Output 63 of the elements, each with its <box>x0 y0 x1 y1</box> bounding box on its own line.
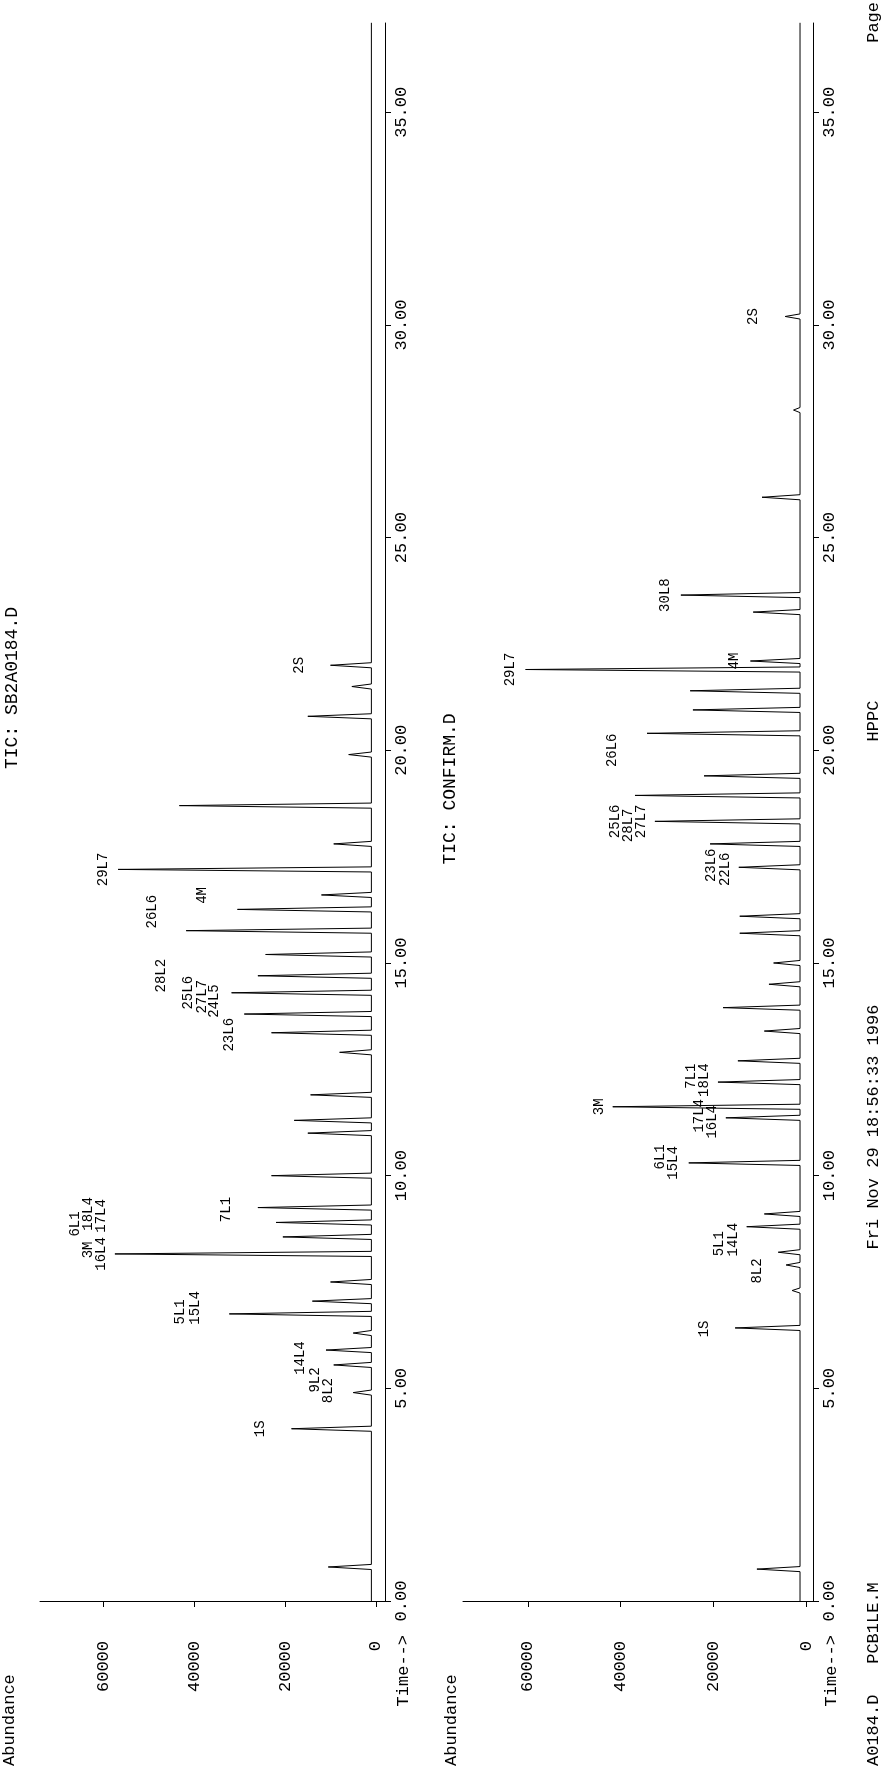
y-tick-label: 5.00 <box>392 1367 411 1409</box>
annotation: 26L6 <box>144 894 161 929</box>
annotation: 22L6 <box>716 852 733 887</box>
text: Fri Nov 29 18:56:33 1996 <box>863 1004 883 1250</box>
y-axis-title: Time--> <box>821 1635 841 1707</box>
annotation: 8L2 <box>320 1377 337 1404</box>
annotation: 8L2 <box>749 1258 766 1284</box>
annotation: 2S <box>290 656 307 674</box>
text: TIC: CONFIRM.D <box>440 713 460 865</box>
annotation: 30L8 <box>656 578 673 612</box>
annotation: 1S <box>696 1320 713 1338</box>
text: HPPC <box>863 700 883 742</box>
y-tick-label: 35.00 <box>392 86 411 138</box>
annotation: 4M <box>726 652 743 670</box>
y-tick-label: 25.00 <box>392 512 411 564</box>
y-tick-label: 35.00 <box>820 86 839 138</box>
y-tick-label: 15.00 <box>820 937 839 989</box>
y-axis-title: Time--> <box>393 1635 413 1707</box>
y-tick-label: 25.00 <box>820 512 839 564</box>
annotation: 3M <box>590 1098 607 1116</box>
annotation: 29L7 <box>95 852 112 887</box>
text: A0184.D <box>863 1694 883 1766</box>
y-tick-label: 20.00 <box>392 724 411 776</box>
text: TIC: SB2A0184.D <box>2 606 22 770</box>
annotation: 23L6 <box>702 848 719 883</box>
x-tick-label: 20000 <box>703 1641 723 1693</box>
annotation: 5L1 <box>172 1299 189 1325</box>
y-tick-label: 30.00 <box>820 299 839 351</box>
y-tick-label: 0.00 <box>392 1580 411 1622</box>
y-tick-label: 10.00 <box>392 1150 411 1202</box>
annotation: 7L1 <box>217 1196 234 1223</box>
text: Page <box>863 2 883 43</box>
annotation: 15L4 <box>187 1291 204 1325</box>
text: Abundance <box>441 1674 461 1766</box>
x-tick-label: 60000 <box>518 1641 538 1693</box>
x-tick-label: 40000 <box>611 1641 631 1693</box>
annotation: 29L7 <box>501 652 518 687</box>
line-series <box>114 22 372 1602</box>
annotation: 2S <box>745 308 762 325</box>
x-tick-label: 60000 <box>94 1641 114 1693</box>
annotation: 26L6 <box>604 733 621 768</box>
y-tick-label: 30.00 <box>392 299 411 351</box>
annotation: 14L4 <box>724 1222 741 1257</box>
x-tick-label: 20000 <box>275 1641 295 1693</box>
x-tick-label: 40000 <box>184 1641 204 1693</box>
annotation: 25L6 <box>179 975 196 1010</box>
annotation: 28L2 <box>153 958 170 993</box>
annotation: 23L6 <box>220 1017 237 1052</box>
x-tick-label: 0 <box>796 1641 816 1652</box>
y-tick-label: 15.00 <box>392 937 411 989</box>
y-tick-label: 5.00 <box>820 1367 839 1409</box>
annotation: 9L2 <box>306 1367 323 1393</box>
text: PCB1LE.M <box>863 1582 883 1664</box>
text: Abundance <box>0 1674 19 1766</box>
annotation: 5L1 <box>710 1231 727 1257</box>
x-tick-label: 0 <box>366 1641 386 1652</box>
annotation: 1S <box>252 1420 269 1438</box>
y-tick-label: 10.00 <box>820 1150 839 1202</box>
y-tick-label: 0.00 <box>820 1580 839 1622</box>
annotation: 14L4 <box>291 1341 308 1375</box>
annotation: 4M <box>194 887 211 904</box>
annotation: 24L5 <box>206 984 223 1018</box>
y-tick-label: 20.00 <box>820 724 839 776</box>
